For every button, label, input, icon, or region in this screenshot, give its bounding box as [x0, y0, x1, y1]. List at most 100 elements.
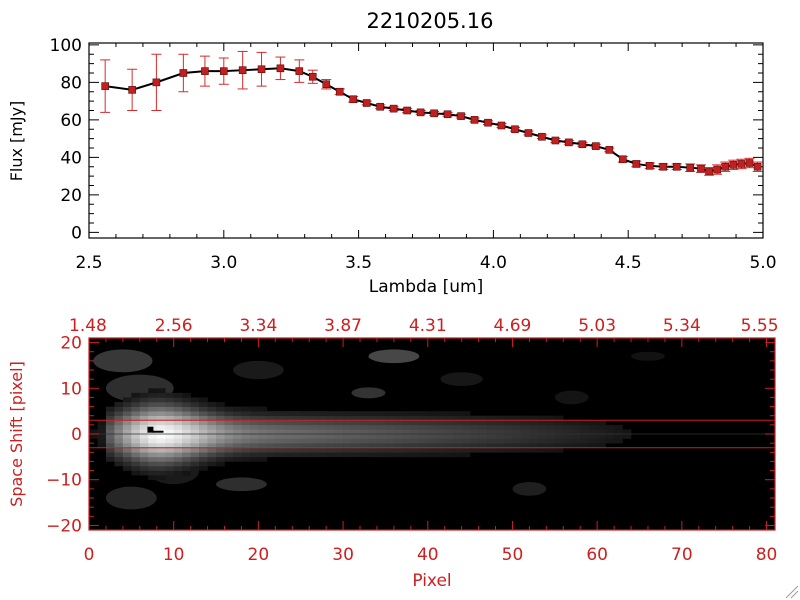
- image-cell: [173, 411, 183, 417]
- resize-grip-icon[interactable]: [785, 585, 799, 599]
- image-cell: [309, 443, 318, 449]
- image-cell: [156, 475, 166, 481]
- image-cell: [334, 447, 344, 453]
- x-tick-label: 10: [163, 545, 185, 565]
- data-point: [403, 106, 411, 115]
- image-cell: [368, 452, 378, 458]
- image-cell: [512, 443, 522, 449]
- image-cell: [393, 434, 403, 439]
- image-cell: [292, 447, 302, 453]
- data-point: [484, 118, 492, 127]
- image-cell: [478, 415, 488, 421]
- image-cell: [326, 434, 335, 439]
- image-cell: [470, 438, 479, 444]
- image-cell: [385, 420, 395, 426]
- image-cell: [410, 443, 420, 449]
- image-cell: [343, 434, 352, 439]
- data-point: [721, 162, 730, 171]
- image-cell: [156, 415, 166, 421]
- image-cell: [444, 434, 454, 439]
- top-tick-label: 1.48: [69, 316, 107, 336]
- image-cell: [317, 443, 327, 449]
- image-cell: [427, 452, 437, 458]
- image-cell: [376, 420, 386, 426]
- image-cell: [139, 411, 149, 417]
- image-cell: [402, 420, 412, 426]
- image-cell: [216, 402, 225, 407]
- image-cell: [139, 424, 149, 430]
- data-point: [152, 78, 161, 87]
- image-cell: [114, 415, 124, 421]
- image-cell: [605, 438, 615, 444]
- image-cell: [165, 397, 174, 403]
- image-cell: [165, 392, 174, 398]
- image-cell: [368, 424, 378, 430]
- image-cell: [165, 466, 174, 471]
- spectrum-series: [100, 50, 763, 176]
- image-cell: [241, 456, 251, 462]
- image-cell: [224, 456, 234, 462]
- image-cell: [360, 443, 369, 449]
- image-cell: [529, 438, 539, 444]
- image-cell: [461, 429, 471, 435]
- image-cell: [249, 443, 259, 449]
- image-cell: [419, 443, 429, 449]
- image-cell: [190, 415, 200, 421]
- image-cell: [207, 420, 217, 426]
- data-point: [632, 160, 641, 168]
- image-cell: [199, 429, 208, 435]
- image-cell: [190, 434, 200, 439]
- image-cell: [199, 466, 208, 471]
- image-cell: [360, 420, 369, 426]
- image-cell: [300, 434, 310, 439]
- image-cell: [326, 415, 335, 421]
- image-cell: [224, 415, 234, 421]
- image-cell: [207, 456, 217, 462]
- image-cell: [487, 447, 496, 453]
- image-cell: [487, 420, 496, 426]
- image-cell: [368, 447, 378, 453]
- data-point: [322, 80, 331, 89]
- image-cell: [266, 438, 276, 444]
- y-tick-label: 0: [71, 425, 82, 445]
- image-x-ticks: 0 10 20 30 40 50 60 70 80: [84, 521, 777, 565]
- image-cell: [495, 415, 505, 421]
- image-cell: [334, 424, 344, 430]
- image-cell: [393, 415, 403, 421]
- image-cell: [300, 443, 310, 449]
- image-cell: [402, 415, 412, 421]
- image-cell: [554, 438, 564, 444]
- image-cell: [512, 424, 522, 430]
- image-cell: [258, 434, 268, 439]
- image-cell: [131, 406, 141, 412]
- image-cell: [241, 424, 251, 430]
- image-cell: [216, 434, 225, 439]
- image-cell: [122, 424, 132, 430]
- image-cell: [122, 466, 132, 471]
- image-cell: [249, 415, 259, 421]
- image-cell: [326, 452, 335, 458]
- image-cell: [580, 424, 589, 430]
- image-cell: [131, 456, 141, 462]
- image-cell: [156, 443, 166, 449]
- image-cell: [326, 443, 335, 449]
- image-cell: [97, 443, 107, 449]
- series-line: [105, 67, 759, 173]
- x-tick-label: 30: [332, 545, 354, 565]
- image-cell: [114, 402, 124, 407]
- image-cell: [207, 461, 217, 467]
- image-cell: [317, 452, 327, 458]
- image-cell: [156, 397, 166, 403]
- image-cell: [266, 434, 276, 439]
- image-cell: [131, 452, 141, 458]
- image-cell: [571, 424, 581, 430]
- image-cell: [224, 452, 234, 458]
- image-cell: [453, 438, 462, 444]
- image-cell: [224, 434, 234, 439]
- image-cell: [571, 438, 581, 444]
- image-cell: [241, 438, 251, 444]
- image-cell: [207, 447, 217, 453]
- image-cell: [182, 470, 191, 476]
- data-point: [659, 162, 668, 171]
- image-cell: [258, 456, 268, 462]
